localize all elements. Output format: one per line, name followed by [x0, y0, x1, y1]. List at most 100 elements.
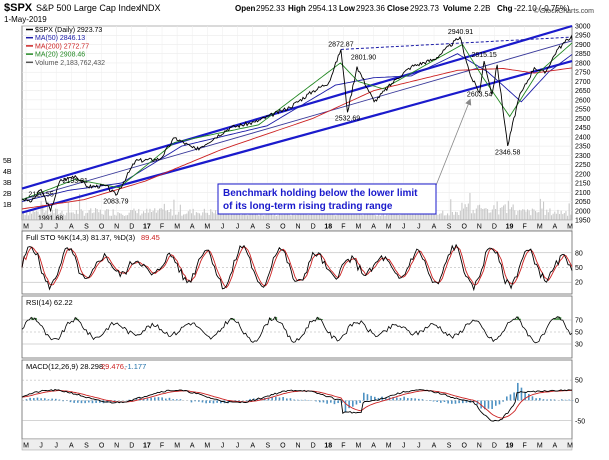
month-label: J: [54, 443, 58, 450]
volume-bar: [129, 213, 130, 220]
volume-bar: [423, 214, 424, 220]
volume-bar: [103, 215, 104, 220]
macd-histogram-bar: [447, 400, 449, 403]
macd-histogram-bar: [191, 400, 193, 402]
macd-histogram-bar: [84, 400, 86, 403]
volume-bar: [540, 199, 541, 220]
macd-label: MACD(12,26,9) 28.298,: [26, 362, 105, 371]
rsi-label: RSI(14) 62.22: [26, 298, 73, 307]
month-label: N: [477, 224, 482, 231]
macd-histogram-bar: [458, 400, 460, 403]
month-label: A: [250, 224, 255, 231]
month-label: M: [204, 224, 210, 231]
volume-bar: [213, 213, 214, 220]
month-label: F: [160, 224, 164, 231]
chart-exchange: INDX: [139, 3, 161, 13]
sto-label: Full STO %K(14,3) 81.37, %D(3): [26, 233, 136, 242]
month-label: A: [371, 443, 376, 450]
price-tick-label: 2100: [575, 190, 591, 197]
legend-entry: MA(20) 2908.46: [35, 52, 85, 59]
month-label: O: [99, 224, 105, 231]
volume-bar: [519, 210, 520, 220]
macd-histogram-bar: [88, 400, 90, 402]
month-label: A: [432, 224, 437, 231]
macd-histogram-bar: [535, 398, 537, 400]
macd-histogram-bar: [554, 399, 556, 400]
volume-bar: [178, 212, 179, 220]
macd-histogram-bar: [345, 400, 347, 411]
price-tick-label: 2450: [575, 125, 591, 132]
volume-bar: [111, 216, 112, 220]
volume-tick-label: 3B: [3, 180, 12, 187]
volume-bar: [437, 215, 438, 220]
volume-bar: [189, 209, 190, 220]
volume-bar: [337, 214, 338, 220]
volume-bar: [516, 215, 517, 220]
volume-bar: [461, 203, 462, 220]
volume-bar: [74, 214, 75, 220]
volume-bar: [277, 215, 278, 220]
volume-bar: [418, 214, 419, 220]
volume-bar: [124, 216, 125, 220]
macd-histogram-bar: [429, 400, 431, 401]
macd-histogram-bar: [81, 400, 83, 403]
month-label: O: [280, 224, 286, 231]
volume-bar: [482, 209, 483, 220]
month-label: J: [236, 224, 240, 231]
volume-bar: [210, 209, 211, 220]
volume-bar: [450, 199, 451, 220]
macd-histogram-bar: [92, 400, 94, 403]
macd-histogram-bar: [488, 400, 490, 408]
volume-bar: [357, 215, 358, 220]
volume-bar: [474, 213, 475, 220]
volume-bar: [503, 206, 504, 220]
volume-bar: [109, 216, 110, 220]
month-label: 18: [324, 224, 332, 231]
legend-entry: Volume 2,183,762,432: [35, 60, 105, 67]
volume-bar: [202, 212, 203, 220]
volume-bar: [487, 209, 488, 220]
osc-tick-label: 50: [575, 378, 583, 385]
price-annotation: 2872.87: [328, 41, 353, 48]
month-label: J: [39, 224, 43, 231]
volume-bar: [493, 205, 494, 220]
volume-bar: [335, 215, 336, 220]
month-label: J: [402, 443, 406, 450]
volume-bar: [154, 208, 155, 220]
high-value: 2954.13: [308, 4, 337, 13]
volume-bar: [71, 212, 72, 220]
month-label: S: [265, 224, 270, 231]
volume-bar: [445, 215, 446, 220]
month-label: F: [523, 224, 527, 231]
volume-bar: [258, 216, 259, 220]
macd-histogram-bar: [315, 400, 317, 401]
osc-tick-label: 0: [575, 398, 579, 405]
macd-histogram-bar: [499, 400, 501, 404]
macd-histogram-bar: [337, 400, 339, 403]
volume-bar: [564, 213, 565, 220]
macd-histogram-bar: [323, 400, 325, 402]
volume-bar: [476, 209, 477, 220]
volume-bar: [495, 209, 496, 220]
month-label: J: [39, 443, 43, 450]
month-label: J: [221, 224, 225, 231]
price-tick-label: 2500: [575, 116, 591, 123]
volume-bar: [183, 215, 184, 220]
volume-bar: [469, 193, 470, 220]
volume-bar: [77, 214, 78, 220]
month-label: A: [553, 443, 558, 450]
month-label: D: [492, 443, 497, 450]
volume-bar: [501, 207, 502, 220]
volume-bar: [533, 209, 534, 220]
volume-bar: [548, 212, 549, 220]
macd-histogram-bar: [158, 397, 160, 400]
month-label: F: [160, 443, 164, 450]
volume-bar: [76, 210, 77, 220]
macd-histogram-bar: [297, 400, 299, 401]
low-value: 2923.36: [356, 4, 385, 13]
volume-tick-label: 4B: [3, 169, 12, 176]
volume-bar: [543, 202, 544, 220]
volume-bar: [468, 204, 469, 220]
macd-histogram-bar: [367, 394, 369, 400]
